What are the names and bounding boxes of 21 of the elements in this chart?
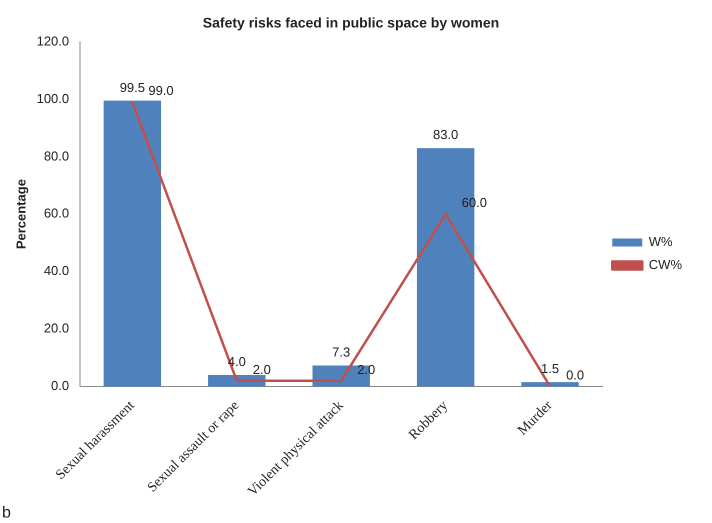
y-tick-label: 80.0 (44, 148, 70, 164)
bar (521, 382, 579, 386)
legend-label: W% (648, 234, 674, 250)
y-tick-label: 0.0 (51, 378, 70, 394)
data-label: 2.0 (252, 362, 271, 377)
data-label: 99.0 (148, 83, 174, 98)
data-label: 7.3 (332, 344, 350, 360)
y-tick-label: 40.0 (44, 263, 70, 278)
text: b (2, 504, 11, 522)
y-tick-label: 100.0 (36, 90, 70, 106)
y-axis-title: Percentage (13, 179, 28, 250)
data-label: 99.5 (120, 80, 146, 95)
y-tick-label: 60.0 (44, 206, 70, 221)
legend-label: CW% (648, 257, 682, 272)
y-tick-label: 120.0 (36, 33, 70, 48)
y-tick-label: 20.0 (44, 320, 70, 336)
data-label: 1.5 (541, 361, 560, 376)
data-label: 83.0 (432, 127, 458, 142)
chart-title: Safety risks faced in public space by women (202, 14, 500, 30)
data-label: 0.0 (566, 368, 584, 383)
bar (104, 100, 162, 386)
